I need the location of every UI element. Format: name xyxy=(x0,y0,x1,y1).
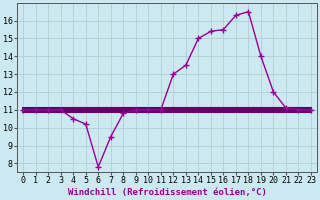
X-axis label: Windchill (Refroidissement éolien,°C): Windchill (Refroidissement éolien,°C) xyxy=(68,188,267,197)
